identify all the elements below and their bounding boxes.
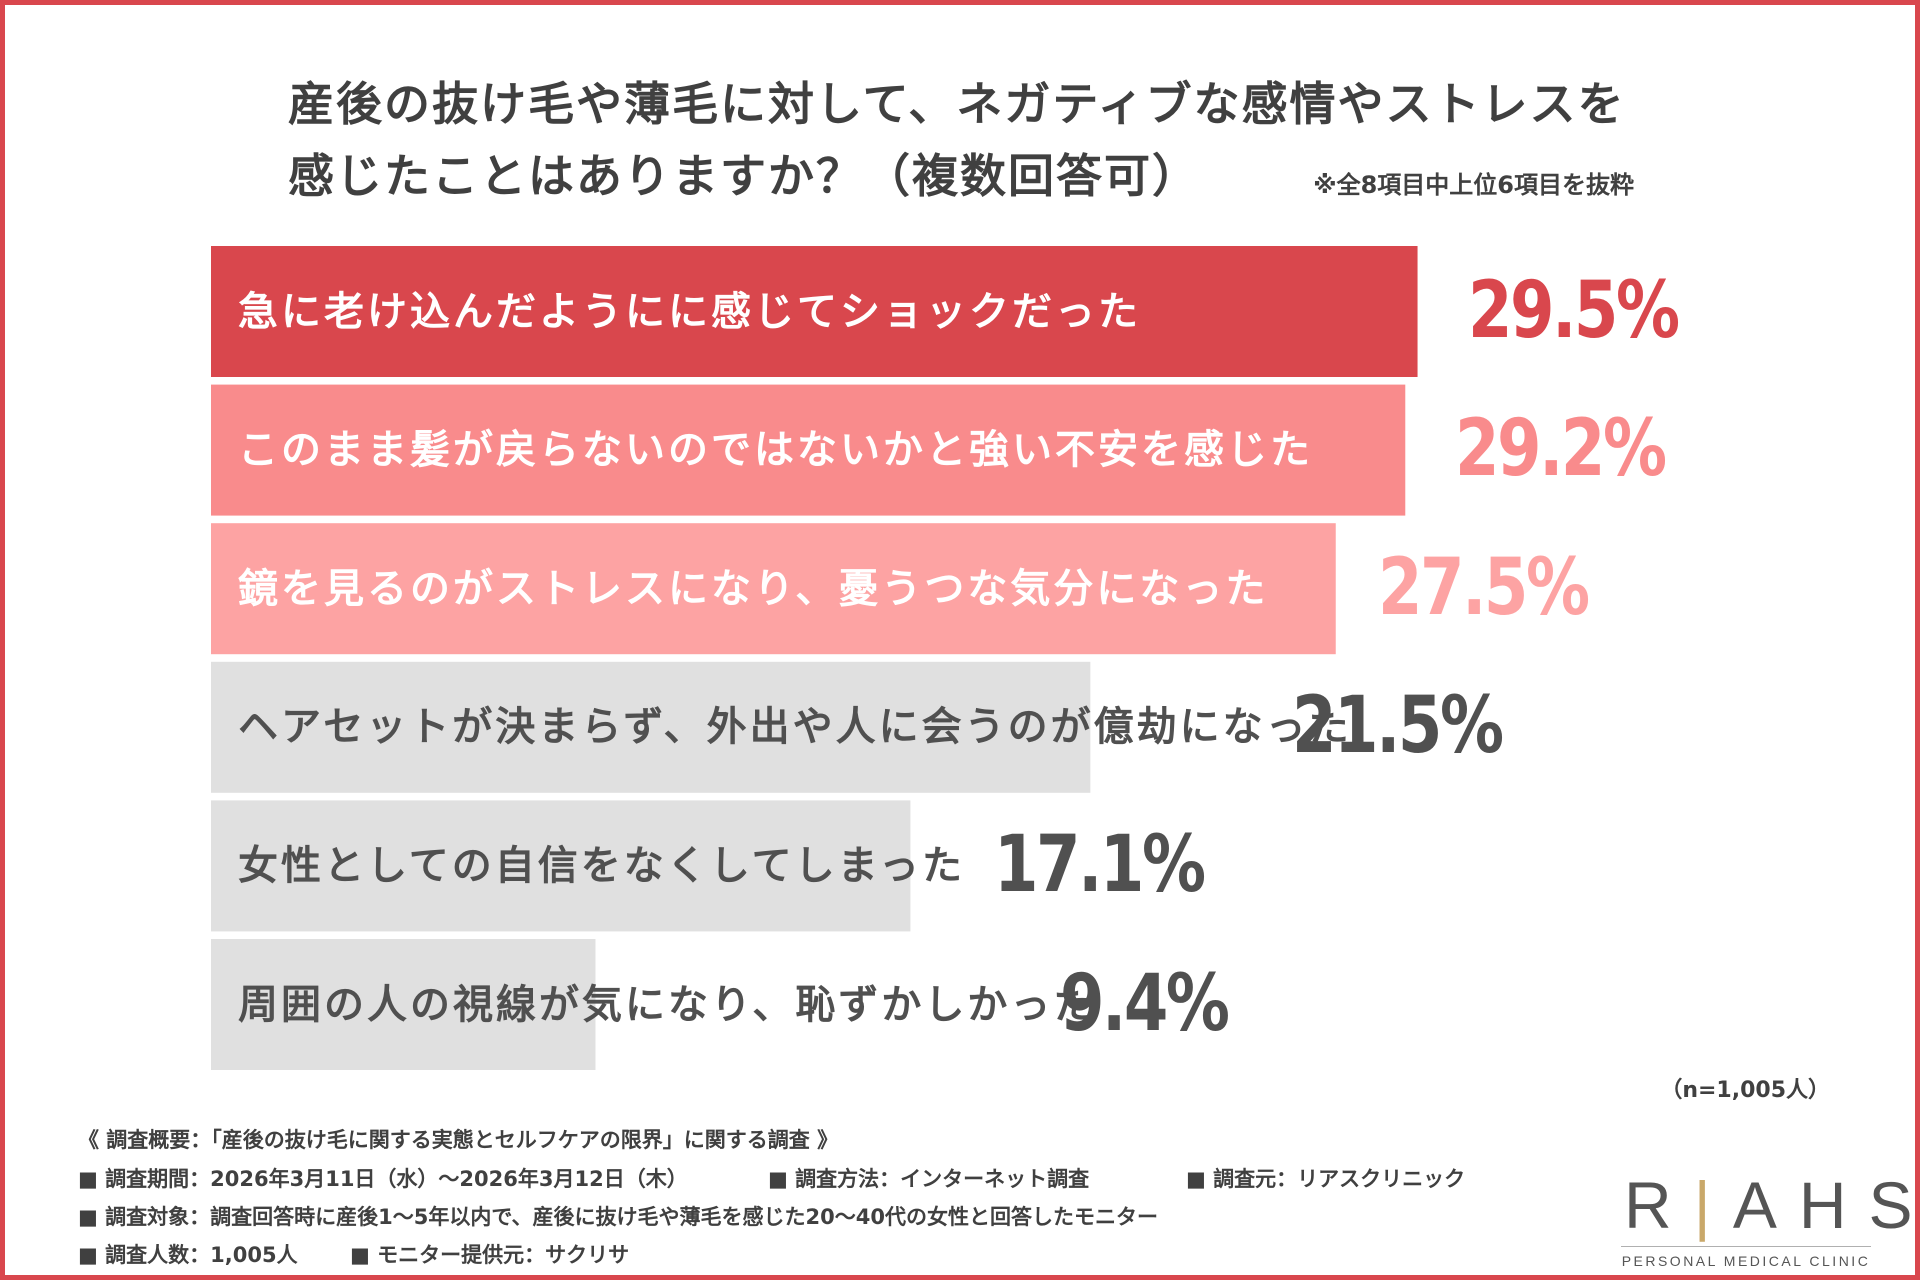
bar-1 xyxy=(211,246,1418,377)
bar-value-2: 29.2% xyxy=(1455,404,1667,495)
bar-2 xyxy=(211,384,1406,516)
bar-value-6: 9.4% xyxy=(1060,958,1230,1049)
bar-label-3: 鏡を見るのがストレスになり、憂うつな気分になった xyxy=(238,565,1269,612)
logo-mark: R|AHS xyxy=(1624,1168,1920,1242)
bar-3 xyxy=(211,523,1336,655)
footer-target: ■ 調査対象：調査回答時に産後1〜5年以内で、産後に抜け毛や薄毛を感じた20〜4… xyxy=(78,1205,1158,1229)
bar-label-4: ヘアセットが決まらず、外出や人に会うのが億劫になった xyxy=(238,704,1352,751)
footer-source: ■ 調査元：リアスクリニック xyxy=(1186,1167,1466,1191)
bar-value-1: 29.5% xyxy=(1468,265,1680,356)
chart-title-line1: 産後の抜け毛や薄毛に対して、ネガティブな感情やストレスを xyxy=(288,77,1626,131)
bar-label-6: 周囲の人の視線が気になり、恥ずかしかった xyxy=(238,981,1097,1028)
bar-value-3: 27.5% xyxy=(1378,542,1590,633)
footer-row-1: ■ 調査期間：2026年3月11日（水）〜2026年3月12日（木） ■ 調査方法… xyxy=(78,1163,1465,1193)
chart-title-line2: 感じたことはありますか？（複数回答可） xyxy=(288,149,1200,203)
footer-provider: ■ モニター提供元：サクリサ xyxy=(350,1243,630,1267)
bar-4 xyxy=(211,661,1091,793)
footer-method: ■ 調査方法：インターネット調査 xyxy=(768,1167,1090,1191)
sample-size: （n=1,005人） xyxy=(1660,1078,1830,1103)
riahs-logo: R|AHS PERSONAL MEDICAL CLINIC xyxy=(1606,1168,1920,1269)
footer-period: ■ 調査期間：2026年3月11日（水）〜2026年3月12日（木） xyxy=(78,1167,688,1191)
logo-subtitle: PERSONAL MEDICAL CLINIC xyxy=(1621,1246,1871,1269)
bar-5 xyxy=(211,800,911,932)
bar-6 xyxy=(211,939,596,1070)
footer-summary: 《 調査概要：「産後の抜け毛に関する実態とセルフケアの限界」に関する調査 》 xyxy=(78,1128,839,1152)
bar-label-5: 女性としての自信をなくしてしまった xyxy=(238,842,965,889)
footer-row-3: ■ 調査人数：1,005人 ■ モニター提供元：サクリサ xyxy=(78,1239,629,1269)
bar-label-1: 急に老け込んだようにに感じてショックだった xyxy=(238,288,1141,335)
footer-count: ■ 調査人数：1,005人 xyxy=(78,1243,298,1267)
note-text: ※全8項目中上位6項目を抜粋 xyxy=(1313,171,1634,199)
bar-value-5: 17.1% xyxy=(994,819,1206,910)
bar-label-2: このまま髪が戻らないのではないかと強い不安を感じた xyxy=(238,427,1313,474)
bar-value-4: 21.5% xyxy=(1292,681,1504,772)
